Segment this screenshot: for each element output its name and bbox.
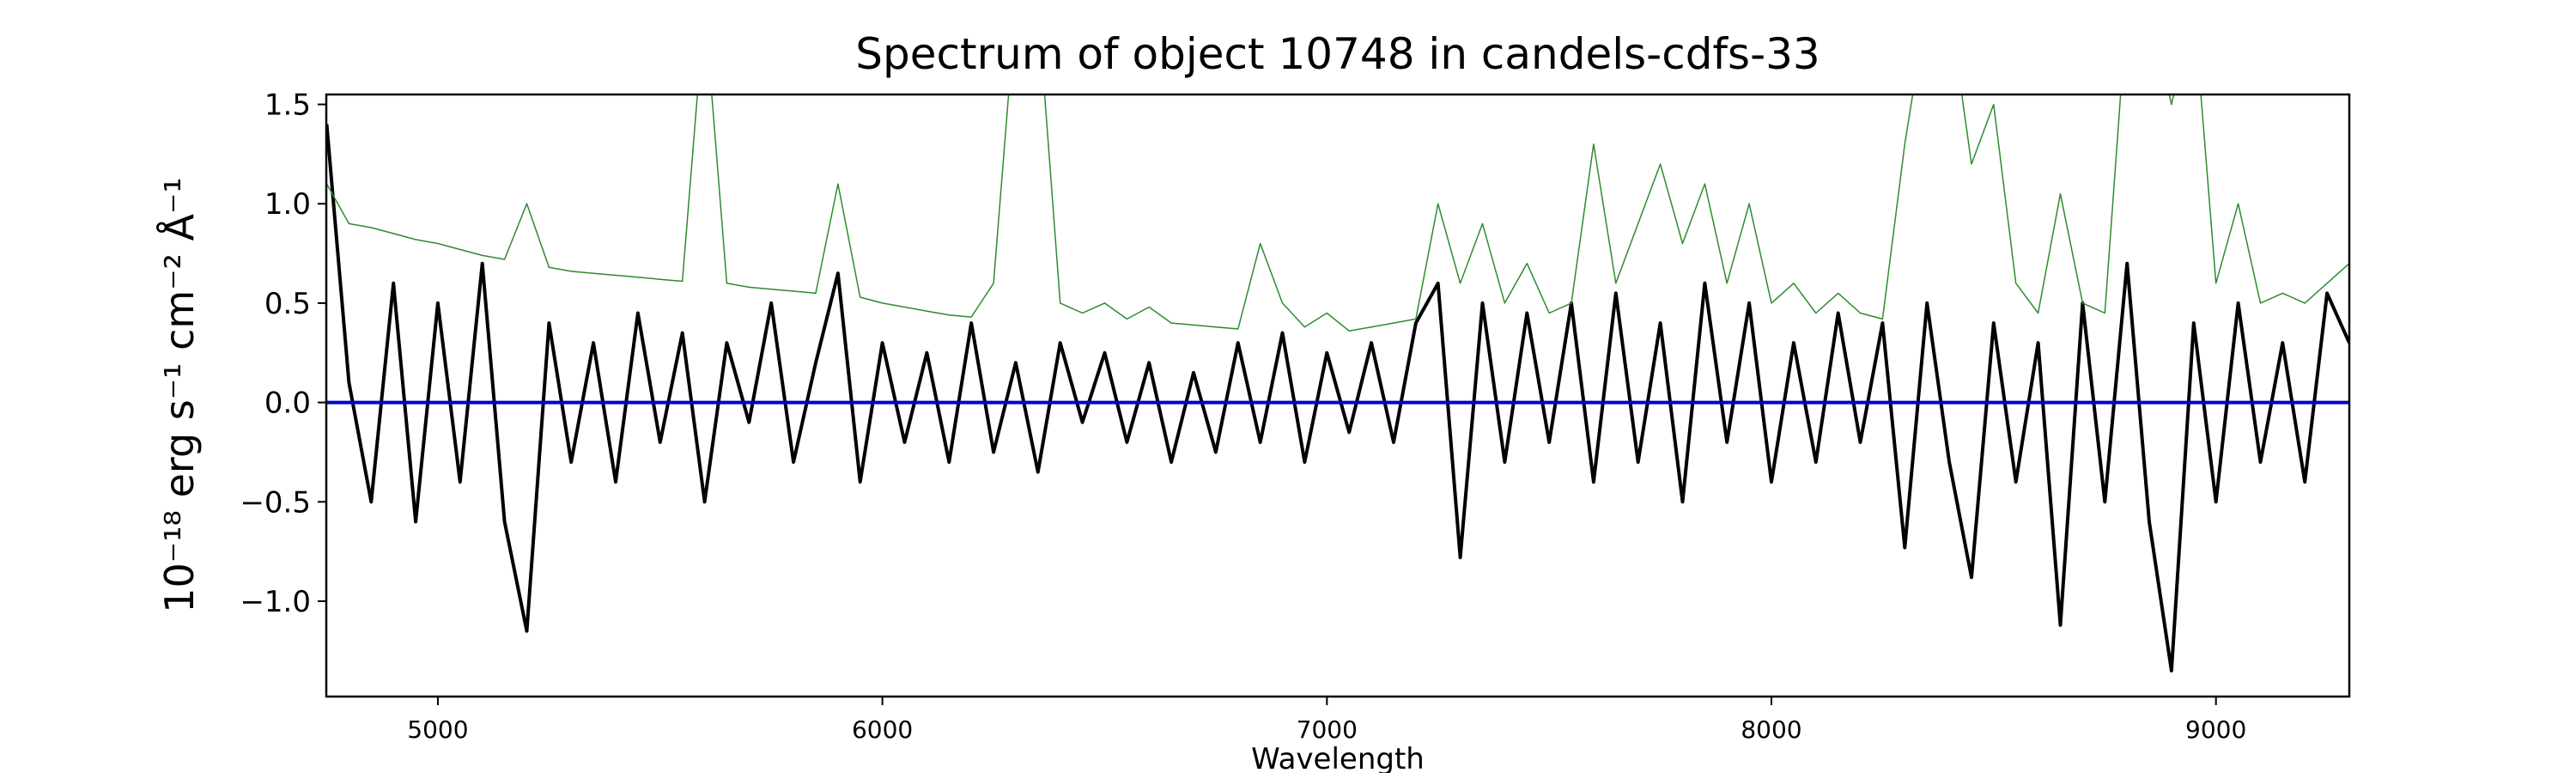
x-tick-label: 5000 [407,715,468,744]
plot-lines [326,94,2349,673]
y-tick-label: 1.5 [264,88,311,123]
chart-title: Spectrum of object 10748 in candels-cdfs… [855,29,1820,79]
series-line [326,94,2349,332]
x-axis-label: Wavelength [1251,742,1425,773]
series-line [326,124,2349,673]
plot-frame [325,93,2351,698]
x-tick-label: 8000 [1741,715,1801,744]
y-tick-label: 0.0 [264,386,311,421]
y-axis-label: 10⁻¹⁸ erg s⁻¹ cm⁻² Å⁻¹ [156,177,203,612]
y-tick-label: 0.5 [264,287,311,321]
y-tick-label: −0.5 [240,485,311,520]
x-tick-label: 9000 [2185,715,2246,744]
y-tick-label: 1.0 [264,187,311,222]
x-tick-label: 6000 [852,715,913,744]
y-tick-label: −1.0 [240,585,311,619]
x-tick-label: 7000 [1297,715,1358,744]
